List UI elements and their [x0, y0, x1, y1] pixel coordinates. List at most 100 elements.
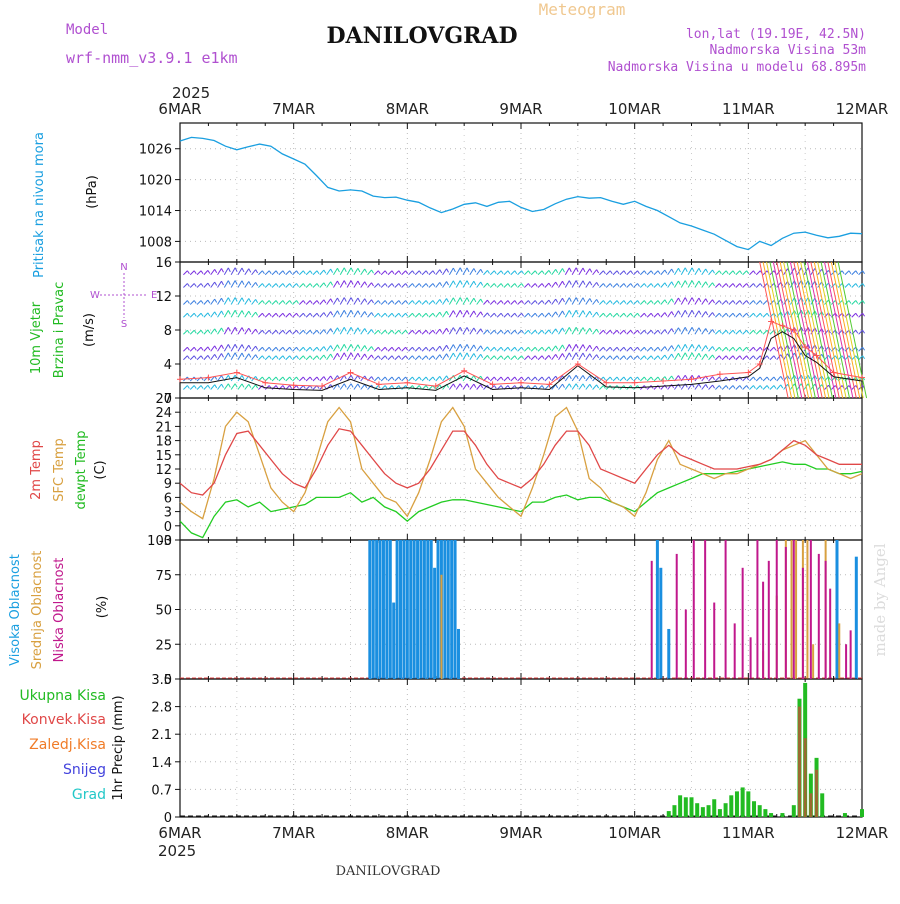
wind-barb	[541, 329, 545, 334]
wind-barb	[548, 376, 552, 381]
wind-barb	[735, 300, 741, 305]
wind-barb	[309, 355, 313, 360]
wind-barb	[183, 270, 188, 276]
wind-barb	[755, 329, 761, 335]
wind-barb	[555, 328, 559, 333]
low-cloud-bar	[692, 540, 695, 679]
wind-barb	[664, 282, 668, 287]
wind-barb	[671, 353, 675, 358]
wind-barb	[452, 267, 456, 273]
wind-barb	[503, 355, 509, 361]
wind-barb	[357, 344, 361, 349]
wind-barb	[841, 270, 845, 275]
wind-barb	[189, 300, 195, 305]
wind-barb	[691, 374, 695, 380]
wind-barb	[814, 344, 818, 349]
wind-barb	[217, 353, 222, 361]
wind-barb	[807, 375, 811, 380]
wind-barb	[312, 270, 318, 276]
wind-barb	[264, 312, 270, 318]
wind-barb	[439, 299, 443, 304]
wind-barb	[821, 375, 825, 380]
ytick-label: 27	[155, 392, 172, 407]
precip-total-bar	[757, 805, 762, 817]
wind-barb	[562, 280, 565, 286]
wind-barb	[483, 346, 488, 352]
low-cloud-bar	[650, 560, 653, 679]
low-cloud-bar	[829, 588, 832, 679]
wind-barb	[377, 270, 381, 275]
wind-barb	[455, 352, 461, 360]
wind-barb	[343, 383, 347, 388]
wind-barb	[339, 267, 345, 275]
wind-barb	[619, 355, 625, 361]
wind-barb	[193, 312, 197, 317]
wind-barb	[548, 282, 552, 287]
wind-barb	[687, 327, 693, 335]
wind-barb	[432, 376, 436, 381]
wind-barb	[653, 283, 659, 288]
wind-barb	[264, 270, 270, 276]
pressure-ylabel: Pritisak na nivou mora	[32, 132, 47, 278]
wind-barb	[592, 282, 598, 288]
wind-barb	[214, 328, 218, 333]
wind-barb	[537, 346, 543, 352]
wind-barb	[319, 354, 325, 361]
wind-barb	[637, 283, 640, 287]
wind-barb	[609, 300, 613, 304]
wind-barb	[678, 375, 681, 380]
wind-barb	[575, 327, 579, 332]
wind-barb	[551, 298, 557, 305]
wind-barb	[732, 385, 736, 389]
wind-barb	[753, 346, 756, 351]
wind-barb	[487, 329, 490, 334]
wind-barb	[517, 346, 522, 352]
wind-barb	[489, 376, 495, 382]
wind-barb	[189, 283, 195, 288]
wind-barb	[480, 311, 484, 316]
wind-barb	[735, 346, 741, 352]
wind-barb	[824, 346, 829, 352]
wind-barb	[623, 376, 627, 381]
wind-barb	[446, 353, 450, 358]
wind-barb	[564, 280, 570, 288]
wind-barb	[544, 376, 550, 382]
wind-barb	[387, 300, 393, 305]
wind-barb	[459, 383, 463, 388]
wind-barb	[487, 376, 490, 381]
wind-barb	[237, 375, 243, 382]
wind-barb	[793, 310, 797, 315]
wind-barb	[401, 283, 407, 288]
wind-barb	[712, 269, 715, 274]
wind-barb	[473, 327, 477, 332]
wind-barb	[589, 353, 593, 358]
wind-barb	[377, 312, 381, 317]
wind-barb	[684, 280, 688, 285]
wind-barb	[609, 355, 613, 360]
wind-barb	[500, 346, 504, 351]
wind-barb	[746, 300, 750, 304]
wind-barb	[507, 312, 511, 317]
wind-barb	[562, 297, 565, 303]
ytick-label: 21	[155, 420, 172, 435]
wind-barb	[367, 354, 372, 361]
wind-barb	[289, 346, 293, 351]
wind-barb	[698, 383, 702, 388]
wind-barb	[678, 310, 681, 315]
wind-barb	[412, 283, 415, 287]
wind-barb	[605, 283, 611, 288]
wind-barb	[837, 355, 843, 361]
wind-barb	[326, 345, 332, 352]
wind-barb	[333, 327, 338, 335]
wind-barb	[343, 280, 347, 285]
wind-barb	[398, 346, 402, 351]
wind-barb	[514, 300, 518, 304]
wind-barb	[255, 269, 259, 274]
wind-barb	[408, 283, 413, 288]
precip-total-bar	[769, 813, 774, 817]
wind-barb	[639, 283, 645, 288]
wind-barb	[667, 353, 673, 361]
wind-barb	[186, 300, 190, 304]
wind-barb	[653, 376, 659, 382]
